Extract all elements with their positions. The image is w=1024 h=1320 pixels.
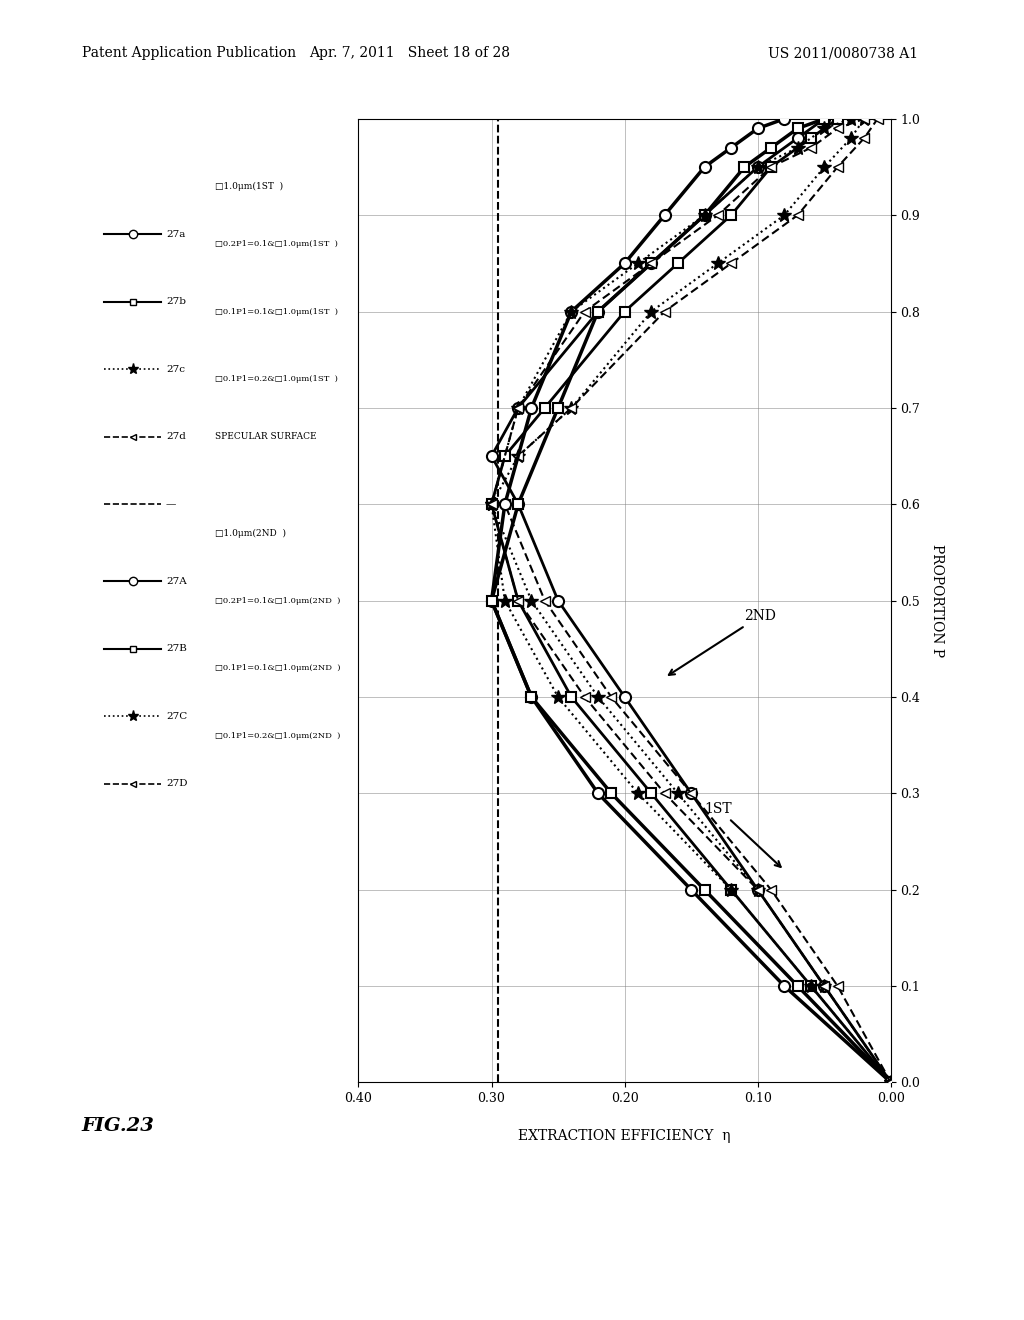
Text: 27b: 27b bbox=[166, 297, 186, 306]
Text: 27D: 27D bbox=[166, 779, 187, 788]
Text: Patent Application Publication: Patent Application Publication bbox=[82, 46, 296, 61]
Text: □0.1P1=0.1&□1.0μm(2ND  ): □0.1P1=0.1&□1.0μm(2ND ) bbox=[215, 664, 341, 672]
Text: 27C: 27C bbox=[166, 711, 187, 721]
Text: □0.2P1=0.1&□1.0μm(2ND  ): □0.2P1=0.1&□1.0μm(2ND ) bbox=[215, 597, 340, 605]
Text: □1.0μm(2ND  ): □1.0μm(2ND ) bbox=[215, 528, 286, 537]
Text: 27a: 27a bbox=[166, 230, 185, 239]
Text: □1.0μm(1ST  ): □1.0μm(1ST ) bbox=[215, 182, 284, 191]
Text: —: — bbox=[166, 500, 176, 508]
Text: 27A: 27A bbox=[166, 577, 186, 586]
Text: 1ST: 1ST bbox=[705, 801, 780, 867]
Text: PROPORTION P: PROPORTION P bbox=[930, 544, 944, 657]
Text: US 2011/0080738 A1: US 2011/0080738 A1 bbox=[768, 46, 919, 61]
Text: 27c: 27c bbox=[166, 364, 185, 374]
Text: □0.2P1=0.1&□1.0μm(1ST  ): □0.2P1=0.1&□1.0μm(1ST ) bbox=[215, 240, 338, 248]
Text: 27B: 27B bbox=[166, 644, 186, 653]
Text: SPECULAR SURFACE: SPECULAR SURFACE bbox=[215, 432, 316, 441]
Text: 27d: 27d bbox=[166, 432, 185, 441]
Text: FIG.23: FIG.23 bbox=[82, 1117, 155, 1135]
Text: EXTRACTION EFFICIENCY  η: EXTRACTION EFFICIENCY η bbox=[518, 1129, 731, 1143]
Text: □0.1P1=0.1&□1.0μm(1ST  ): □0.1P1=0.1&□1.0μm(1ST ) bbox=[215, 308, 338, 315]
Text: 2ND: 2ND bbox=[669, 609, 776, 675]
Text: □0.1P1=0.2&□1.0μm(2ND  ): □0.1P1=0.2&□1.0μm(2ND ) bbox=[215, 731, 340, 739]
Text: □0.1P1=0.2&□1.0μm(1ST  ): □0.1P1=0.2&□1.0μm(1ST ) bbox=[215, 375, 338, 383]
Text: Apr. 7, 2011   Sheet 18 of 28: Apr. 7, 2011 Sheet 18 of 28 bbox=[309, 46, 510, 61]
